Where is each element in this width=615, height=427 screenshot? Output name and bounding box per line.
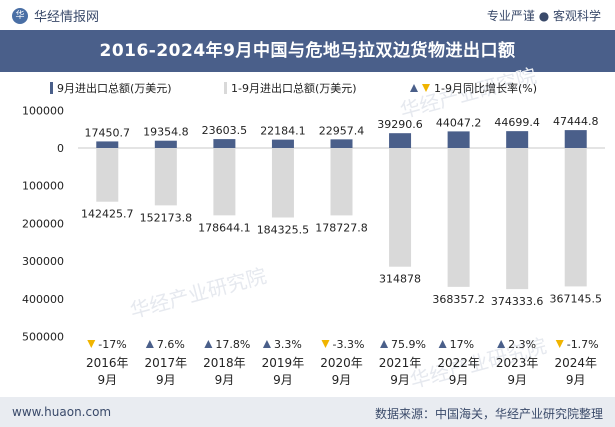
bar-month [506, 131, 529, 148]
bar-cumulative [154, 148, 177, 206]
x-tick-label: 9月 [507, 373, 527, 387]
x-tick-label: 9月 [273, 373, 293, 387]
footer-band [0, 397, 615, 427]
data-label-cumulative: 178644.1 [198, 221, 251, 234]
y-tick-label: 100000 [22, 180, 64, 193]
data-label-month: 22184.1 [260, 125, 306, 138]
bar-cumulative [96, 148, 119, 202]
legend-swatch-cumulative [224, 82, 227, 94]
data-label-cumulative: 142425.7 [81, 208, 134, 221]
x-tick-label: 9月 [215, 373, 235, 387]
x-tick-label: 9月 [449, 373, 469, 387]
data-label-cumulative: 368357.2 [432, 293, 485, 306]
bar-cumulative [564, 148, 587, 287]
data-label-growth: 17.8% [215, 338, 250, 351]
bar-month [96, 141, 119, 148]
x-tick-label: 2016年 [86, 356, 129, 370]
data-label-growth: -1.7% [567, 338, 599, 351]
x-tick-label: 2021年 [379, 356, 422, 370]
y-tick-label: 200000 [22, 217, 64, 230]
brand-name: 华经情报网 [34, 10, 100, 25]
y-tick-label: 100000 [22, 104, 64, 117]
data-label-month: 39290.6 [377, 118, 423, 131]
x-tick-label: 9月 [156, 373, 176, 387]
bar-month [213, 139, 236, 148]
x-tick-label: 2018年 [203, 356, 246, 370]
data-label-growth: -17% [98, 338, 126, 351]
data-label-month: 22957.4 [319, 124, 365, 137]
x-tick-label: 2022年 [437, 356, 480, 370]
growth-up-triangle-icon [380, 340, 389, 348]
data-label-cumulative: 367145.5 [549, 292, 602, 305]
y-tick-label: 500000 [22, 331, 64, 344]
x-tick-label: 2020年 [320, 356, 363, 370]
data-label-growth: 2.3% [508, 338, 536, 351]
x-tick-label: 2023年 [496, 356, 539, 370]
bar-cumulative [271, 148, 294, 218]
data-label-month: 44699.4 [494, 116, 540, 129]
footer-website[interactable]: www.huaon.com [12, 405, 112, 419]
legend-label-growth: 1-9月同比增长率(%) [434, 81, 537, 95]
bar-month [389, 133, 412, 148]
growth-down-triangle-icon [555, 340, 564, 348]
footer-source: 数据来源：中国海关，华经产业研究院整理 [374, 407, 603, 421]
data-label-cumulative: 374333.6 [491, 295, 544, 308]
bar-cumulative [506, 148, 529, 290]
data-label-cumulative: 184325.5 [257, 223, 310, 236]
data-label-month: 23603.5 [202, 124, 248, 137]
bar-cumulative [213, 148, 236, 216]
y-tick-label: 300000 [22, 255, 64, 268]
data-label-growth: -3.3% [333, 338, 365, 351]
bar-month [330, 139, 353, 148]
bar-month [154, 140, 177, 148]
growth-up-triangle-icon [262, 340, 271, 348]
data-label-growth: 75.9% [391, 338, 426, 351]
x-tick-label: 9月 [566, 373, 586, 387]
x-tick-label: 9月 [332, 373, 352, 387]
data-label-growth: 7.6% [157, 338, 185, 351]
bar-month [564, 130, 587, 148]
legend-swatch-month [50, 82, 53, 94]
legend-label-month: 9月进出口总额(万美元) [57, 81, 172, 95]
x-tick-label: 2019年 [262, 356, 305, 370]
brand[interactable]: 华 华经情报网 [12, 6, 99, 25]
data-label-month: 17450.7 [85, 126, 131, 139]
bar-month [271, 139, 294, 148]
data-label-growth: 3.3% [274, 338, 302, 351]
title-band [0, 30, 615, 72]
x-tick-label: 9月 [97, 373, 117, 387]
chart-title: 2016-2024年9月中国与危地马拉双边货物进出口额 [99, 41, 516, 61]
growth-down-triangle-icon [87, 340, 96, 348]
data-label-cumulative: 314878 [379, 273, 421, 286]
growth-down-triangle-icon [321, 340, 330, 348]
y-tick-label: 400000 [22, 293, 64, 306]
bar-cumulative [330, 148, 353, 216]
data-label-month: 19354.8 [143, 126, 189, 139]
growth-up-triangle-icon [204, 340, 213, 348]
top-bar: 华 华经情报网 专业严谨 ● 客观科学 [0, 0, 615, 30]
tagline: 专业严谨 ● 客观科学 [486, 9, 601, 23]
x-tick-label: 2017年 [145, 356, 188, 370]
growth-up-triangle-icon [497, 340, 506, 348]
brand-logo-icon: 华 [12, 7, 28, 24]
growth-up-triangle-icon [145, 340, 154, 348]
x-tick-label: 2024年 [554, 356, 597, 370]
data-label-cumulative: 152173.8 [140, 211, 193, 224]
bar-month [447, 131, 470, 148]
legend-up-triangle-icon [410, 84, 418, 92]
data-label-cumulative: 178727.8 [315, 221, 368, 234]
growth-up-triangle-icon [438, 340, 447, 348]
x-tick-label: 9月 [390, 373, 410, 387]
watermark: 华经产业研究院 [127, 264, 268, 323]
data-label-month: 47444.8 [553, 115, 599, 128]
bar-cumulative [389, 148, 412, 267]
y-tick-label: 0 [57, 142, 64, 155]
data-label-month: 44047.2 [436, 116, 482, 129]
legend-label-cumulative: 1-9月进出口总额(万美元) [231, 81, 357, 95]
bar-cumulative [447, 148, 470, 287]
data-label-growth: 17% [450, 338, 474, 351]
legend-down-triangle-icon [422, 84, 430, 92]
